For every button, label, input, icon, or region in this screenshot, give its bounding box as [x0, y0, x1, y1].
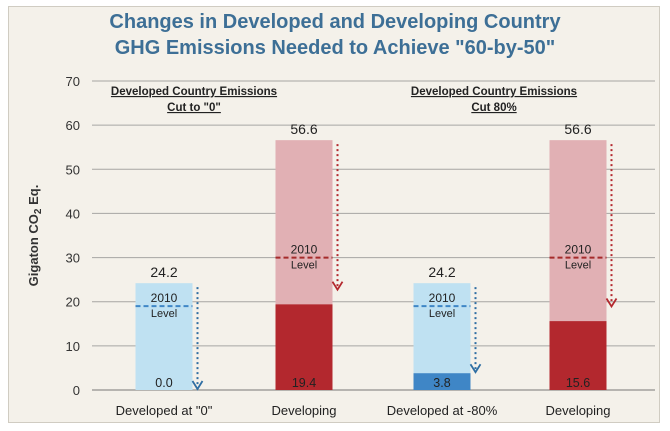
group-header-1-line-1: Developed Country Emissions: [111, 86, 277, 98]
level-label-2: Level: [291, 260, 317, 272]
bar-target-4: [549, 321, 607, 390]
arrow-head-2: [331, 281, 344, 292]
bar-total-3: [413, 283, 471, 390]
level-2010-label-2: 2010: [291, 243, 318, 257]
target-label-3: 3.8: [433, 376, 450, 390]
y-tick-label-40: 40: [66, 206, 80, 221]
x-category-label-1: Developed at "0": [116, 403, 213, 418]
x-category-label-2: Developing: [271, 403, 336, 418]
total-label-2: 56.6: [290, 121, 317, 137]
x-category-label-3: Developed at -80%: [387, 403, 498, 418]
level-2010-label-4: 2010: [565, 243, 592, 257]
level-label-1: Level: [151, 308, 177, 320]
y-tick-label-10: 10: [66, 339, 80, 354]
level-label-3: Level: [429, 308, 455, 320]
bar-target-3: [413, 373, 471, 390]
y-tick-label-50: 50: [66, 162, 80, 177]
y-tick-label-60: 60: [66, 118, 80, 133]
x-category-label-4: Developing: [545, 403, 610, 418]
total-label-4: 56.6: [564, 121, 591, 137]
y-tick-label-70: 70: [66, 74, 80, 89]
target-label-2: 19.4: [292, 376, 316, 390]
arrow-head-1: [191, 380, 204, 391]
target-label-1: 0.0: [155, 376, 172, 390]
chart-title-line-2: GHG Emissions Needed to Achieve "60-by-5…: [114, 37, 556, 59]
level-2010-label-1: 2010: [151, 291, 178, 305]
group-header-1-line-2: Cut to "0": [167, 102, 221, 114]
group-header-2-line-2: Cut 80%: [471, 102, 516, 114]
target-label-4: 15.6: [566, 376, 590, 390]
arrow-head-4: [605, 298, 618, 309]
y-axis-label: Gigaton CO2 Eq.: [26, 185, 44, 287]
bar-target-2: [275, 304, 333, 390]
arrow-head-3: [469, 363, 482, 374]
level-2010-label-3: 2010: [429, 291, 456, 305]
y-tick-label-0: 0: [73, 383, 80, 398]
bar-total-1: [135, 283, 193, 390]
y-tick-label-20: 20: [66, 295, 80, 310]
total-label-1: 24.2: [150, 264, 177, 280]
chart-title-line-1: Changes in Developed and Developing Coun…: [109, 11, 561, 33]
y-tick-label-30: 30: [66, 251, 80, 266]
group-header-2-line-1: Developed Country Emissions: [411, 86, 577, 98]
total-label-3: 24.2: [428, 264, 455, 280]
level-label-4: Level: [565, 260, 591, 272]
